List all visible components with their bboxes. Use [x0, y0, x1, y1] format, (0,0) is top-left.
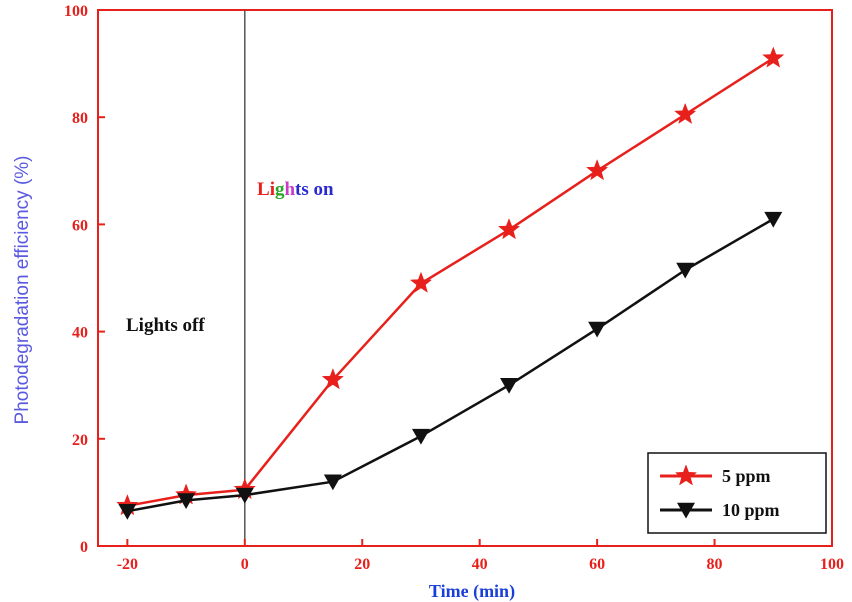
annotation-lights-off: Lights off	[126, 315, 205, 336]
y-axis: 0 20 40 60 80 100	[64, 3, 105, 556]
legend-marker-shape	[677, 502, 695, 519]
data-point	[235, 487, 254, 504]
data-point	[411, 428, 430, 445]
series-line	[127, 57, 774, 508]
x-tick-label: 60	[589, 556, 605, 573]
data-point	[674, 102, 697, 124]
data-point	[321, 368, 344, 390]
y-tick-label: 60	[72, 217, 88, 234]
x-axis-title: Time (min)	[429, 581, 515, 602]
data-point	[323, 474, 342, 491]
data-point	[676, 262, 695, 279]
x-tick-label: 20	[354, 556, 370, 573]
x-tick-label: 40	[472, 556, 488, 573]
y-axis-title: Photodegradation efficiency (%)	[12, 156, 33, 425]
annotation-lights-on: Lights on	[257, 179, 334, 200]
data-point	[762, 46, 785, 68]
data-point	[500, 378, 519, 394]
x-axis: -20 0 20 40 60 80 100	[117, 539, 844, 573]
annotation-letter: n	[323, 179, 334, 200]
annotation-letter: L	[257, 179, 270, 200]
y-tick-label: 40	[72, 325, 88, 342]
annotation-letter: i	[270, 179, 275, 200]
y-tick-label: 0	[80, 539, 88, 556]
annotation-letter: o	[314, 179, 324, 200]
y-tick-label: 80	[72, 110, 88, 127]
x-tick-label: 100	[820, 556, 844, 573]
data-point	[497, 218, 521, 240]
legend-marker-5ppm	[674, 464, 698, 486]
data-point	[586, 159, 609, 181]
y-tick-label: 20	[72, 432, 88, 449]
legend-marker-shape	[674, 464, 698, 486]
data-point	[177, 493, 196, 509]
y-tick-label: 100	[64, 3, 88, 20]
annotation-letter: g	[275, 179, 285, 200]
series-layer	[116, 46, 785, 520]
x-tick-label: 80	[707, 556, 723, 573]
annotation-letter: t	[295, 179, 302, 200]
annotation-letter: s	[301, 179, 308, 200]
data-point	[118, 503, 137, 520]
data-point	[588, 321, 607, 338]
plot-area	[97, 9, 833, 547]
legend-label-5ppm: 5 ppm	[722, 466, 771, 486]
data-point	[764, 211, 783, 228]
legend-box	[647, 452, 827, 534]
x-tick-label: 0	[241, 556, 249, 573]
x-tick-label: -20	[117, 556, 138, 573]
legend-marker-10ppm	[677, 502, 695, 519]
legend-label-10ppm: 10 ppm	[722, 500, 780, 520]
plot-frame	[97, 9, 833, 547]
annotation-letter: h	[284, 179, 295, 200]
legend: 5 ppm 10 ppm	[647, 452, 827, 534]
data-point	[409, 271, 433, 293]
